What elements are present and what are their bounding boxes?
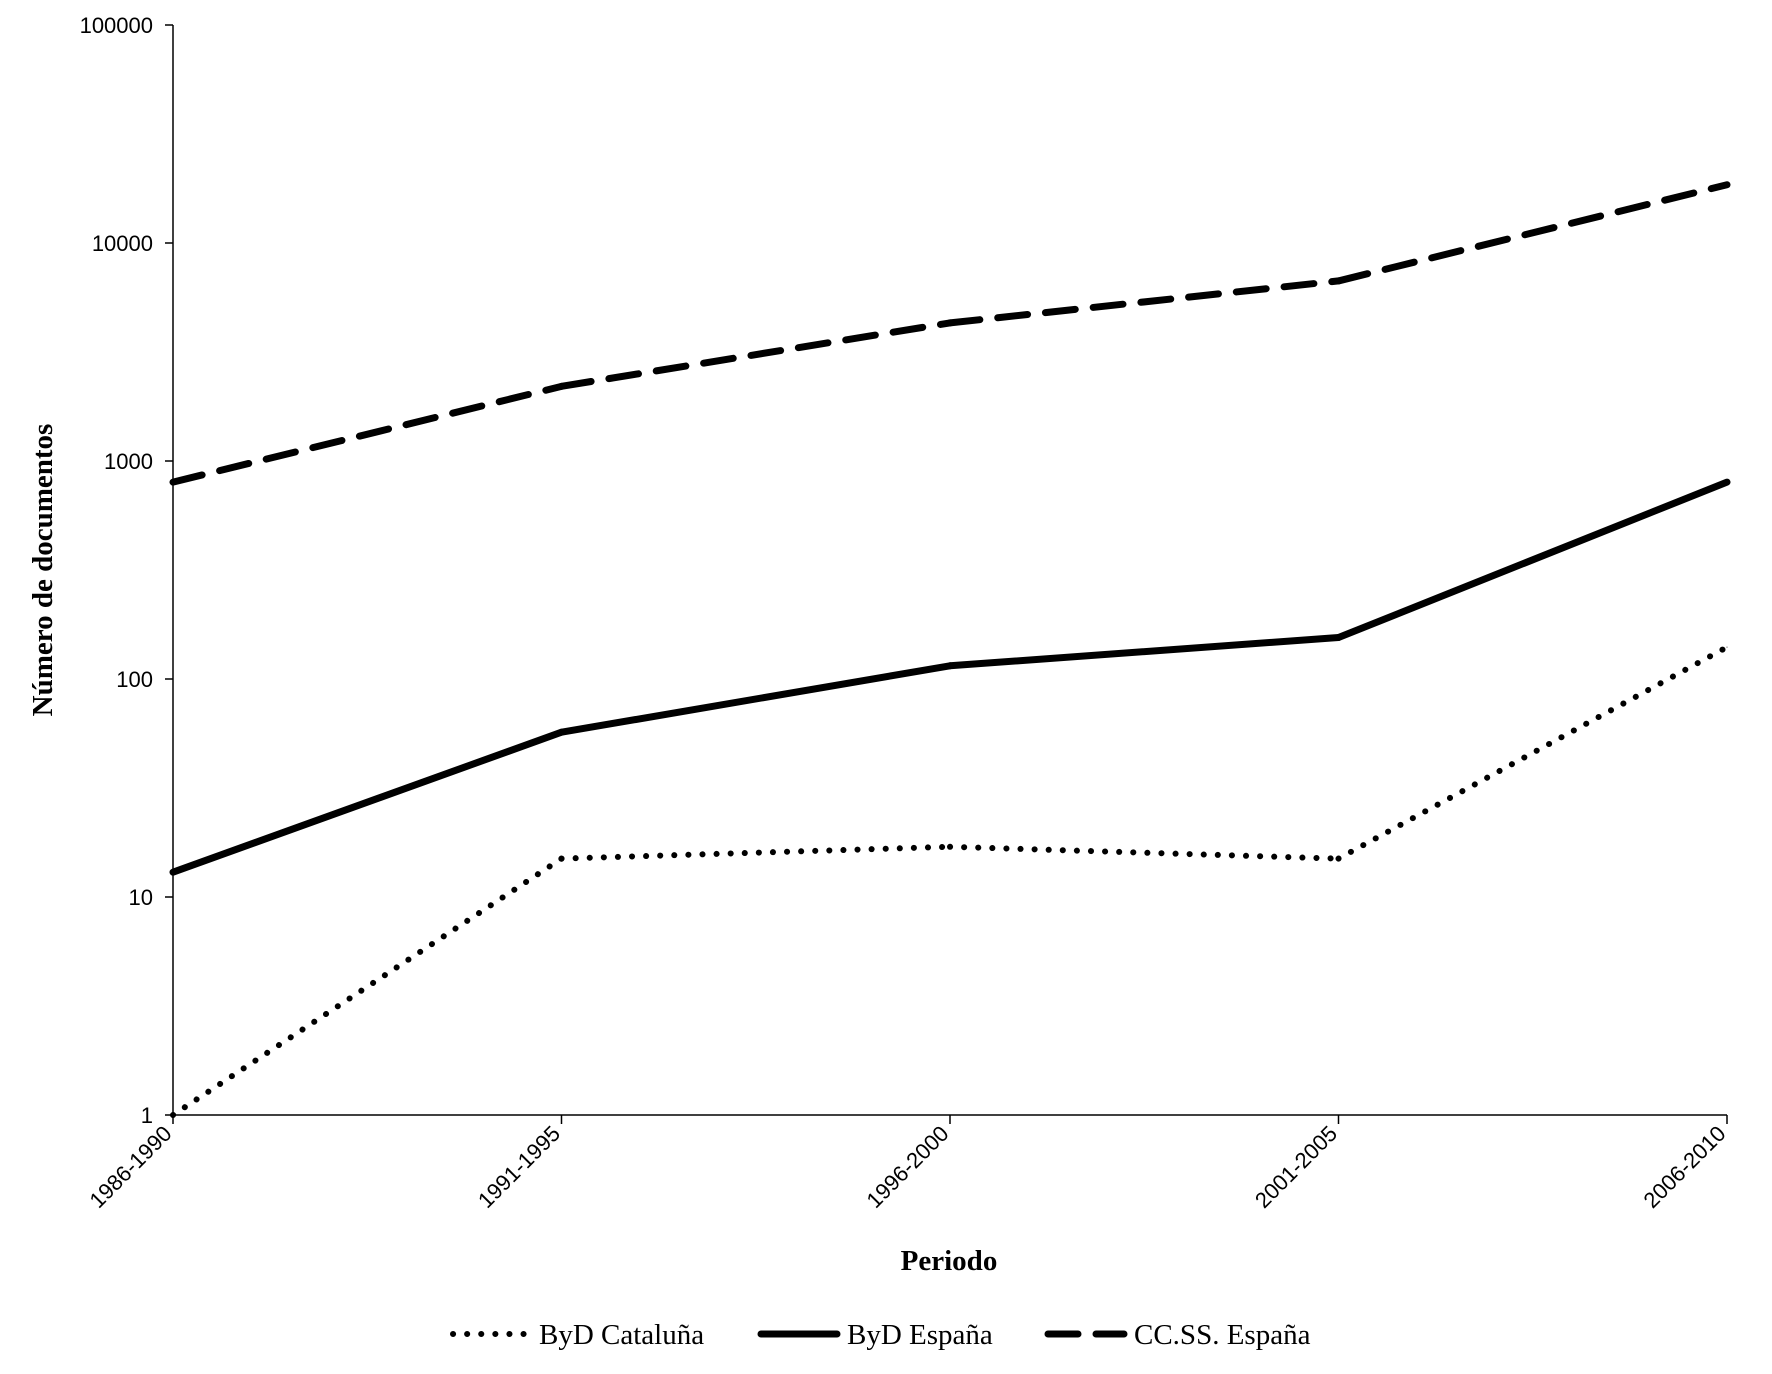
data-point (1726, 184, 1728, 186)
data-point (172, 481, 174, 483)
series-segment (1335, 644, 1730, 862)
data-point (1338, 858, 1339, 860)
legend-label: ByD Cataluña (539, 1319, 704, 1351)
data-point (561, 385, 562, 387)
data-point (172, 871, 174, 873)
series-segment (946, 634, 1342, 670)
x-tick-label: 1996-2000 (861, 1121, 953, 1213)
series-segment (558, 662, 954, 736)
series-segment (1335, 181, 1731, 285)
y-tick-label: 10 (129, 885, 153, 910)
data-point (1338, 280, 1339, 282)
series-2 (169, 478, 1731, 876)
data-point (561, 731, 562, 733)
x-tick-label: 1991-1995 (473, 1121, 565, 1213)
data-point (1726, 646, 1728, 648)
data-point (1338, 637, 1339, 639)
series-1 (170, 644, 1730, 1118)
series-segment (169, 728, 565, 876)
y-tick-label: 1 (141, 1103, 153, 1128)
legend: ByD Cataluña ByD España CC.SS. España (450, 1319, 1311, 1351)
data-point (561, 858, 562, 860)
series-segment (946, 277, 1342, 327)
data-point (949, 322, 951, 324)
data-point (949, 665, 951, 667)
x-tick-label: 2006-2010 (1638, 1121, 1730, 1213)
legend-label: CC.SS. España (1134, 1319, 1311, 1351)
series-layer (169, 181, 1731, 1118)
y-tick-label: 100 (116, 667, 153, 692)
y-tick-label: 1000 (104, 449, 153, 474)
series-segment (558, 319, 954, 390)
axes (172, 25, 1727, 1116)
series-segment (947, 843, 1342, 862)
y-axis-title: Número de documentos (27, 424, 59, 717)
x-tick-label: 2001-2005 (1250, 1121, 1342, 1213)
data-point (1726, 481, 1728, 483)
data-point (949, 846, 951, 848)
x-axis-title: Periodo (901, 1245, 998, 1277)
legend-label: ByD España (847, 1319, 993, 1351)
y-tick-label: 10000 (92, 231, 153, 256)
series-segment (558, 843, 953, 862)
series-segment (170, 855, 565, 1118)
series-3 (169, 181, 1731, 486)
x-tick-label: 1986-1990 (84, 1121, 176, 1213)
y-tick-label: 100000 (80, 13, 153, 38)
x-axis-ticks: 1986-1990 1991-1995 1996-2000 2001-2005 2006… (84, 1115, 1731, 1213)
series-segment (1335, 478, 1731, 642)
data-point (172, 1114, 174, 1116)
y-axis-ticks: 1 10 100 1000 10000 100000 (80, 13, 173, 1128)
series-segment (169, 382, 565, 486)
